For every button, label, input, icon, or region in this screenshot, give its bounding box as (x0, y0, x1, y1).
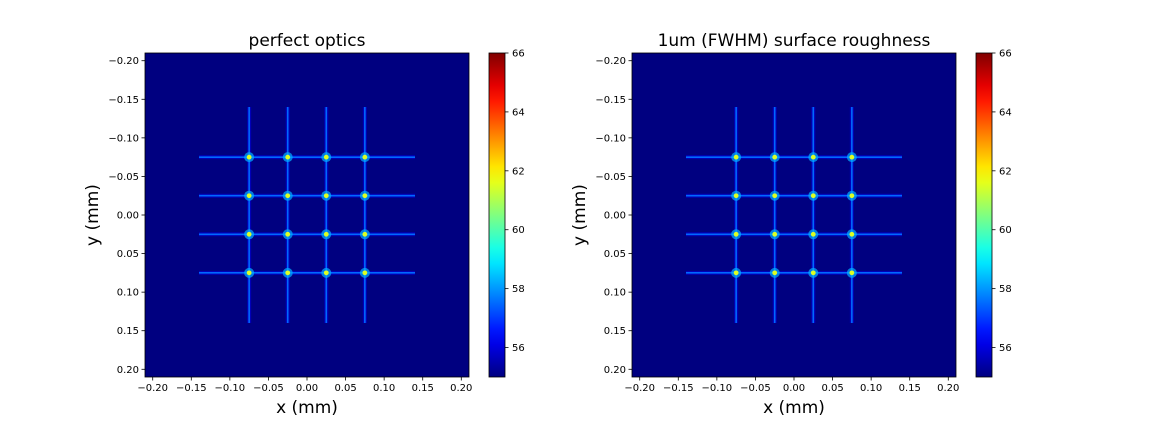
colorbar-tick-label: 58 (999, 284, 1012, 295)
colorbar: 56 58 60 62 64 66 (488, 49, 525, 378)
y-tick-label: 0.15 (604, 326, 626, 337)
y-tick-label: −0.05 (108, 172, 139, 183)
x-tick-label: −0.10 (702, 383, 733, 394)
y-tick-label: −0.20 (108, 56, 139, 67)
heatmap-peak-2-3 (810, 193, 816, 199)
colorbar-tick-label: 64 (999, 107, 1012, 118)
heatmap-peak-2-4 (362, 193, 368, 199)
y-tick-label: −0.05 (595, 172, 626, 183)
y-tick-label: −0.10 (595, 133, 626, 144)
heatmap-peak-2-2 (285, 193, 291, 199)
colorbar-tick-label: 56 (999, 343, 1012, 354)
x-tick-label: 0.05 (821, 383, 843, 394)
y-tick-label: 0.10 (117, 288, 139, 299)
heatmap-peak-3-3 (810, 231, 816, 237)
x-axis-label: x (mm) (276, 398, 338, 418)
y-axis-label: y (mm) (83, 184, 103, 246)
heatmap-peak-3-1 (246, 231, 252, 237)
heatmap-peak-3-1 (733, 231, 739, 237)
x-tick-label: 0.00 (296, 383, 318, 394)
colorbar-gradient (975, 52, 993, 378)
x-tick-label: −0.20 (137, 383, 168, 394)
chart-panel-1: −0.20 −0.20 −0.15 −0.15 −0.10 −0.10 −0.05 −0.05… (83, 31, 525, 418)
colorbar-tick-label: 58 (512, 284, 525, 295)
heatmap-peak-4-4 (362, 270, 368, 276)
heatmap-peak-2-4 (849, 193, 855, 199)
x-tick-label: 0.15 (412, 383, 434, 394)
colorbar-gradient (488, 52, 506, 378)
y-tick-label: 0.05 (604, 249, 626, 260)
y-tick-label: −0.15 (108, 95, 139, 106)
x-tick-label: 0.20 (450, 383, 472, 394)
heatmap-background (632, 53, 956, 377)
x-tick-label: 0.05 (334, 383, 356, 394)
heatmap-peak-4-3 (323, 270, 329, 276)
heatmap-peak-4-4 (849, 270, 855, 276)
colorbar-tick-label: 62 (512, 166, 525, 177)
heatmap-peak-2-1 (733, 193, 739, 199)
heatmap-peak-4-1 (246, 270, 252, 276)
heatmap-peak-1-4 (362, 154, 368, 160)
colorbar-tick-label: 66 (512, 49, 525, 60)
x-tick-label: −0.15 (176, 383, 207, 394)
x-tick-label: −0.15 (663, 383, 694, 394)
heatmap-peak-1-1 (733, 154, 739, 160)
heatmap-peak-1-2 (772, 154, 778, 160)
x-tick-label: 0.15 (899, 383, 921, 394)
heatmap-peak-1-3 (810, 154, 816, 160)
y-tick-label: 0.10 (604, 288, 626, 299)
x-tick-label: 0.10 (373, 383, 395, 394)
x-tick-label: −0.05 (740, 383, 771, 394)
x-tick-label: −0.05 (253, 383, 284, 394)
colorbar-tick-label: 66 (999, 49, 1012, 60)
heatmap-peak-3-2 (285, 231, 291, 237)
heatmap-peak-1-1 (246, 154, 252, 160)
heatmap-peak-2-3 (323, 193, 329, 199)
colorbar-tick-label: 60 (999, 225, 1012, 236)
chart-panel-2: −0.20 −0.20 −0.15 −0.15 −0.10 −0.10 −0.05 −0.05… (570, 31, 1012, 418)
heatmap-peak-2-2 (772, 193, 778, 199)
colorbar-tick-label: 60 (512, 225, 525, 236)
y-tick-label: 0.15 (117, 326, 139, 337)
chart-title: 1um (FWHM) surface roughness (658, 31, 931, 51)
heatmap-peak-3-3 (323, 231, 329, 237)
y-tick-label: 0.00 (604, 211, 626, 222)
heatmap-peak-3-2 (772, 231, 778, 237)
y-tick-label: 0.05 (117, 249, 139, 260)
chart-title: perfect optics (249, 31, 366, 51)
heatmap-background (145, 53, 469, 377)
heatmap-peak-2-1 (246, 193, 252, 199)
y-tick-label: 0.00 (117, 211, 139, 222)
heatmap-peak-4-1 (733, 270, 739, 276)
x-tick-label: −0.10 (215, 383, 246, 394)
x-axis-label: x (mm) (763, 398, 825, 418)
heatmap-peak-4-2 (285, 270, 291, 276)
heatmap-peak-4-2 (772, 270, 778, 276)
heatmap-peak-1-2 (285, 154, 291, 160)
y-tick-label: 0.20 (117, 365, 139, 376)
x-tick-label: 0.10 (860, 383, 882, 394)
heatmap-peak-3-4 (362, 231, 368, 237)
y-axis-label: y (mm) (570, 184, 590, 246)
heatmap-peak-3-4 (849, 231, 855, 237)
heatmap-peak-1-4 (849, 154, 855, 160)
x-tick-label: 0.20 (937, 383, 959, 394)
colorbar-tick-label: 62 (999, 166, 1012, 177)
colorbar: 56 58 60 62 64 66 (975, 49, 1012, 378)
colorbar-tick-label: 56 (512, 343, 525, 354)
y-tick-label: −0.20 (595, 56, 626, 67)
x-tick-label: −0.20 (624, 383, 655, 394)
y-tick-label: −0.10 (108, 133, 139, 144)
y-tick-label: −0.15 (595, 95, 626, 106)
heatmap-peak-1-3 (323, 154, 329, 160)
x-tick-label: 0.00 (783, 383, 805, 394)
colorbar-tick-label: 64 (512, 107, 525, 118)
heatmap-peak-4-3 (810, 270, 816, 276)
y-tick-label: 0.20 (604, 365, 626, 376)
